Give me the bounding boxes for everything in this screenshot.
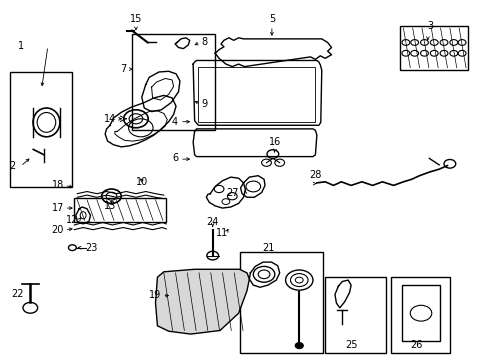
- Bar: [401, 285, 439, 341]
- Text: 15: 15: [129, 14, 142, 24]
- Bar: [399, 26, 468, 70]
- Bar: [74, 198, 166, 222]
- Text: 16: 16: [268, 137, 281, 147]
- Bar: [239, 252, 322, 353]
- Text: 19: 19: [149, 290, 162, 300]
- Text: 3: 3: [427, 21, 432, 31]
- Text: 4: 4: [172, 117, 178, 127]
- Text: 12: 12: [66, 215, 79, 225]
- Polygon shape: [155, 269, 249, 334]
- Text: 23: 23: [85, 243, 98, 253]
- Text: 2: 2: [9, 161, 15, 171]
- Text: 22: 22: [11, 289, 23, 300]
- Text: 27: 27: [225, 188, 238, 198]
- Text: 21: 21: [261, 243, 274, 253]
- Bar: [132, 34, 215, 130]
- Text: 18: 18: [51, 180, 64, 190]
- Text: 20: 20: [51, 225, 64, 235]
- Text: 13: 13: [103, 201, 116, 211]
- Text: 26: 26: [409, 340, 422, 350]
- Text: 14: 14: [103, 114, 116, 124]
- Text: 28: 28: [308, 170, 321, 180]
- Text: 1: 1: [18, 41, 23, 51]
- Bar: [10, 72, 72, 187]
- Text: 10: 10: [135, 177, 148, 187]
- Text: 17: 17: [51, 203, 64, 213]
- Text: 7: 7: [120, 64, 126, 74]
- Bar: [325, 277, 386, 353]
- Circle shape: [295, 343, 303, 348]
- Text: 24: 24: [206, 217, 219, 228]
- Text: 11: 11: [216, 228, 228, 238]
- Text: 5: 5: [268, 14, 274, 24]
- Text: 6: 6: [172, 153, 178, 163]
- Text: 9: 9: [201, 99, 207, 109]
- Bar: [198, 67, 315, 122]
- Bar: [390, 277, 449, 353]
- Text: 8: 8: [201, 37, 207, 48]
- Text: 25: 25: [344, 340, 357, 350]
